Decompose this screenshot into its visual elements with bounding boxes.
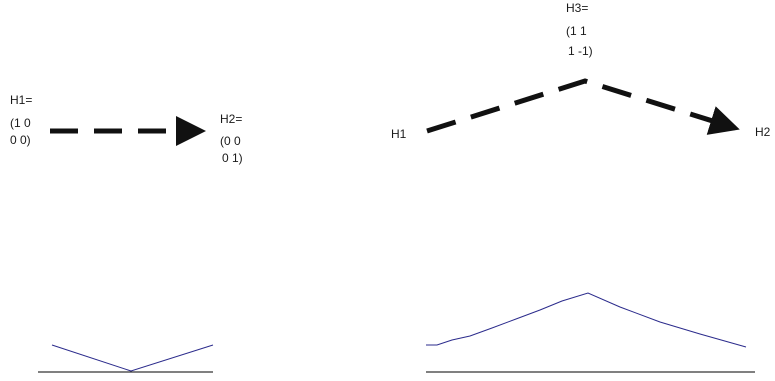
right-gap-curve <box>426 292 747 348</box>
left-end-label-line-1: H2= <box>220 112 242 126</box>
left-end-label-line-3: 0 1) <box>222 151 243 165</box>
left-end-label-line-2: (0 0 <box>220 134 241 148</box>
right-start-label: H1 <box>391 127 407 141</box>
left-start-label-line-2: (1 0 <box>10 116 31 130</box>
left-panel: H1= (1 0 0 0) H2= (0 0 0 1) <box>10 93 243 373</box>
right-dashed-arrow <box>426 78 740 135</box>
right-middle-label-line-2: (1 1 <box>566 24 587 38</box>
right-end-label: H2 <box>755 125 771 139</box>
left-start-label: H1= (1 0 0 0) <box>10 93 32 147</box>
left-gap-curve <box>51 344 214 372</box>
right-panel: H1 H3= (1 1 1 -1) H2 <box>391 1 771 373</box>
left-start-label-line-1: H1= <box>10 93 32 107</box>
right-middle-label-line-3: 1 -1) <box>568 44 593 58</box>
left-start-label-line-3: 0 0) <box>10 133 31 147</box>
right-middle-label-line-1: H3= <box>566 1 588 15</box>
left-end-label: H2= (0 0 0 1) <box>220 112 243 165</box>
right-middle-label: H3= (1 1 1 -1) <box>566 1 593 58</box>
